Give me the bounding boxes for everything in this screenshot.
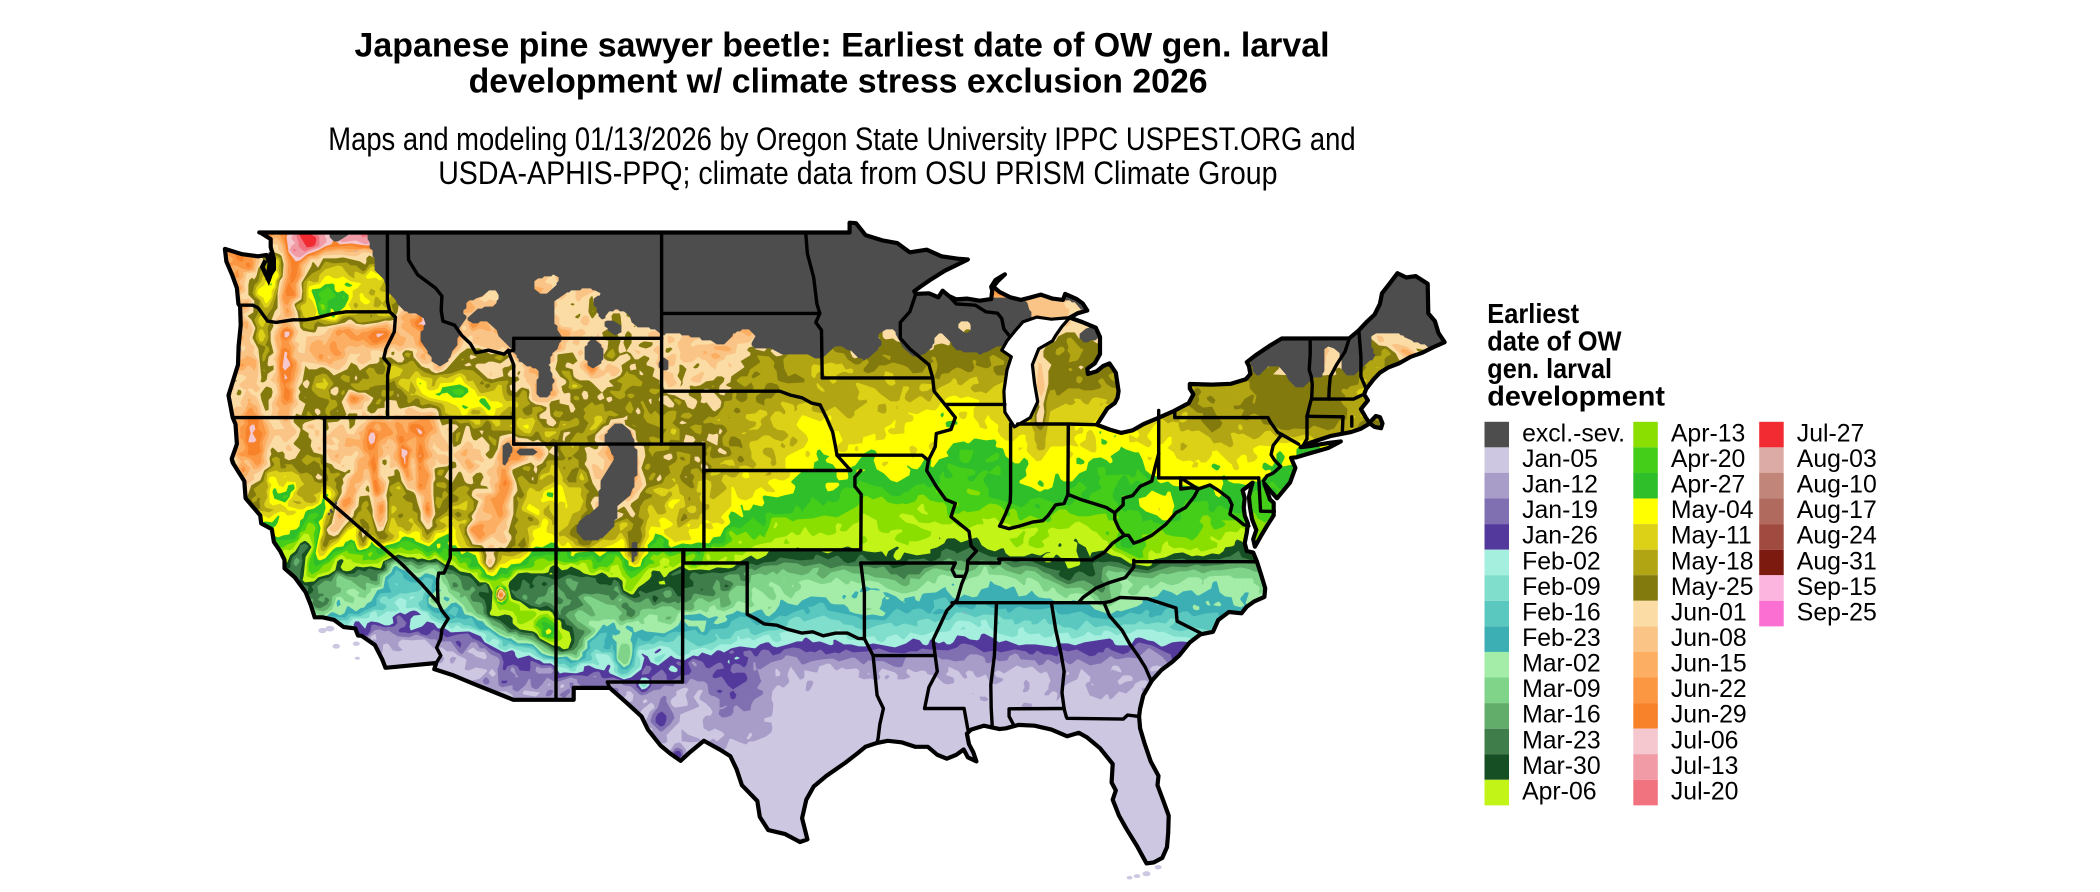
svg-text:Mar-09: Mar-09 bbox=[1522, 676, 1601, 703]
svg-text:Apr-13: Apr-13 bbox=[1671, 420, 1745, 447]
svg-text:Aug-17: Aug-17 bbox=[1797, 497, 1877, 524]
svg-text:Jun-01: Jun-01 bbox=[1671, 599, 1747, 626]
svg-text:Jan-19: Jan-19 bbox=[1522, 497, 1598, 524]
svg-text:Feb-23: Feb-23 bbox=[1522, 625, 1601, 652]
svg-text:Aug-24: Aug-24 bbox=[1797, 523, 1877, 550]
svg-text:Jul-20: Jul-20 bbox=[1671, 778, 1739, 805]
svg-text:Mar-16: Mar-16 bbox=[1522, 702, 1601, 729]
svg-text:development w/ climate stress: development w/ climate stress exclusion … bbox=[469, 63, 1208, 101]
svg-text:Apr-06: Apr-06 bbox=[1522, 778, 1596, 805]
svg-text:Sep-15: Sep-15 bbox=[1797, 574, 1877, 601]
svg-text:May-04: May-04 bbox=[1671, 497, 1754, 524]
svg-text:Japanese pine sawyer beetle: E: Japanese pine sawyer beetle: Earliest da… bbox=[355, 27, 1330, 65]
svg-text:Jul-27: Jul-27 bbox=[1797, 420, 1865, 447]
svg-text:Jan-05: Jan-05 bbox=[1522, 446, 1598, 473]
svg-text:Jan-26: Jan-26 bbox=[1522, 523, 1598, 550]
svg-text:Apr-20: Apr-20 bbox=[1671, 446, 1745, 473]
svg-text:Jul-06: Jul-06 bbox=[1671, 727, 1739, 754]
svg-text:gen. larval: gen. larval bbox=[1487, 353, 1612, 384]
svg-text:Jun-29: Jun-29 bbox=[1671, 702, 1747, 729]
svg-text:Mar-23: Mar-23 bbox=[1522, 727, 1601, 754]
svg-text:Earliest: Earliest bbox=[1487, 298, 1579, 329]
svg-text:Maps and modeling 01/13/2026 b: Maps and modeling 01/13/2026 by Oregon S… bbox=[328, 121, 1355, 157]
svg-text:Jan-12: Jan-12 bbox=[1522, 472, 1598, 499]
svg-text:excl.-sev.: excl.-sev. bbox=[1522, 420, 1625, 447]
svg-text:Feb-16: Feb-16 bbox=[1522, 599, 1601, 626]
svg-text:Sep-25: Sep-25 bbox=[1797, 599, 1877, 626]
svg-text:Aug-31: Aug-31 bbox=[1797, 548, 1877, 575]
svg-text:Jun-15: Jun-15 bbox=[1671, 651, 1747, 678]
svg-text:development: development bbox=[1487, 381, 1665, 412]
svg-text:USDA-APHIS-PPQ; climate data f: USDA-APHIS-PPQ; climate data from OSU PR… bbox=[438, 155, 1277, 191]
svg-text:May-25: May-25 bbox=[1671, 574, 1754, 601]
svg-text:date of OW: date of OW bbox=[1487, 325, 1621, 356]
svg-text:Aug-10: Aug-10 bbox=[1797, 472, 1877, 499]
svg-text:Feb-02: Feb-02 bbox=[1522, 548, 1601, 575]
svg-text:Jul-13: Jul-13 bbox=[1671, 753, 1739, 780]
svg-text:Jun-22: Jun-22 bbox=[1671, 676, 1747, 703]
svg-text:Mar-30: Mar-30 bbox=[1522, 753, 1601, 780]
svg-text:May-11: May-11 bbox=[1671, 523, 1752, 550]
svg-text:Jun-08: Jun-08 bbox=[1671, 625, 1747, 652]
svg-text:Apr-27: Apr-27 bbox=[1671, 472, 1745, 499]
svg-text:Feb-09: Feb-09 bbox=[1522, 574, 1601, 601]
svg-text:May-18: May-18 bbox=[1671, 548, 1754, 575]
svg-text:Aug-03: Aug-03 bbox=[1797, 446, 1877, 473]
svg-text:Mar-02: Mar-02 bbox=[1522, 651, 1601, 678]
